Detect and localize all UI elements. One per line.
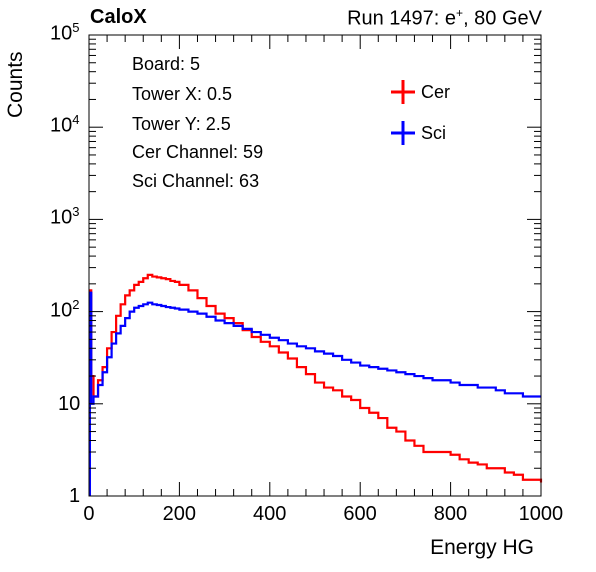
- run-superscript: +: [456, 6, 464, 20]
- y-tick-label: 103: [50, 204, 80, 230]
- y-tick-label: 102: [50, 296, 80, 322]
- plot-frame: [88, 34, 542, 497]
- run-label: Run 1497: e+, 80 GeV: [347, 6, 542, 31]
- run-suffix: , 80 GeV: [463, 7, 542, 30]
- series-cer-line: [88, 273, 543, 496]
- info-tower-y: Tower Y: 2.5: [132, 114, 231, 134]
- legend-label-sci: Sci: [421, 123, 447, 143]
- x-tick-label: 200: [162, 503, 196, 525]
- x-tick-label: 1000: [518, 503, 564, 525]
- info-tower-x: Tower X: 0.5: [132, 84, 233, 104]
- info-board: Board: 5: [132, 54, 201, 74]
- y-tick-label: 1: [69, 485, 81, 507]
- info-sci-channel: Sci Channel: 63: [132, 171, 260, 191]
- x-tick-label: 800: [433, 503, 468, 525]
- info-cer-channel: Cer Channel: 59: [132, 142, 264, 162]
- legend-label-cer: Cer: [421, 82, 451, 102]
- run-prefix: Run 1497: e: [347, 7, 457, 30]
- experiment-label: CaloX: [90, 6, 147, 28]
- x-tick-label: 600: [343, 503, 377, 525]
- y-tick-label: 10: [58, 392, 81, 415]
- x-tick-label: 400: [253, 503, 287, 525]
- y-tick-label: 105: [50, 20, 80, 45]
- series-sci-line: [88, 291, 541, 496]
- x-axis-label: Energy HG: [430, 536, 534, 559]
- legend-marks: [391, 80, 415, 145]
- y-tick-label: 104: [50, 112, 80, 137]
- y-axis-label: Counts: [4, 51, 27, 118]
- series-layer: [88, 273, 543, 496]
- x-tick-label: 0: [83, 503, 95, 525]
